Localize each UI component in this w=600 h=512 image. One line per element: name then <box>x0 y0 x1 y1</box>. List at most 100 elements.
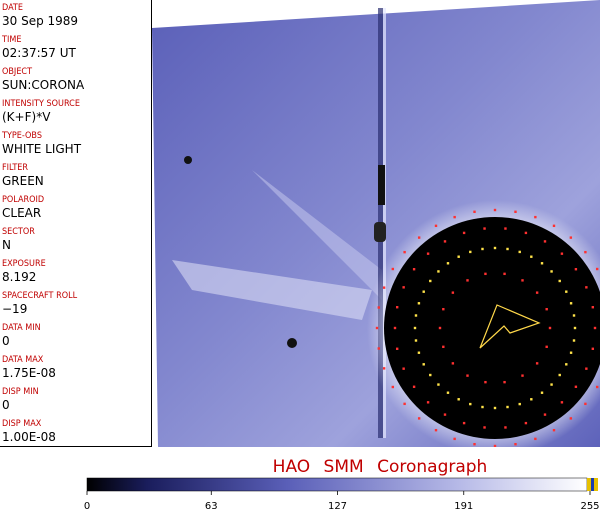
dot <box>402 367 405 370</box>
dot <box>462 231 466 235</box>
dot <box>584 250 587 254</box>
field: SPACECRAFT ROLL −19 <box>2 291 77 316</box>
dot <box>543 413 547 416</box>
dot <box>543 240 547 243</box>
field-value: CLEAR <box>2 206 42 220</box>
dot <box>483 227 486 230</box>
dot <box>403 250 406 254</box>
dot <box>585 286 588 289</box>
dot <box>572 339 576 342</box>
dot <box>552 224 556 228</box>
dot <box>453 215 456 219</box>
field-value: 02:37:57 UT <box>2 46 76 60</box>
field-label: DATA MAX <box>2 355 44 365</box>
dot <box>453 437 456 441</box>
dot <box>437 383 440 386</box>
dot <box>382 286 386 289</box>
dot <box>402 286 405 289</box>
colorbar-cap <box>594 478 598 491</box>
dot <box>573 326 577 330</box>
dot <box>540 262 544 265</box>
pylon-mark <box>378 165 385 205</box>
dot <box>503 272 506 276</box>
dot <box>504 426 507 429</box>
dot <box>412 385 416 388</box>
dot <box>462 421 466 425</box>
dot <box>540 391 544 394</box>
dot <box>535 291 539 294</box>
dot <box>569 302 573 305</box>
field-label: DISP MIN <box>2 387 39 397</box>
field-label: DISP MAX <box>2 419 42 429</box>
dot <box>591 347 595 350</box>
blemish <box>287 338 297 348</box>
dot <box>524 421 528 425</box>
dot <box>548 326 552 330</box>
field-value: −19 <box>2 302 28 316</box>
dot <box>414 339 418 342</box>
pylon-mark <box>374 222 386 242</box>
dot <box>585 367 588 370</box>
field-label: TYPE-OBS <box>2 131 42 141</box>
dot <box>534 215 537 219</box>
field-value: N <box>2 238 11 252</box>
dot <box>550 383 553 386</box>
dot <box>518 250 521 254</box>
dot <box>521 374 524 377</box>
dot <box>558 373 561 377</box>
dot <box>417 417 421 420</box>
dot <box>391 267 395 271</box>
dot <box>524 231 528 235</box>
dot <box>493 444 497 447</box>
dot <box>446 262 450 265</box>
dot <box>514 210 517 213</box>
field-label: POLAROID <box>2 195 45 205</box>
dot <box>469 250 472 254</box>
dot <box>484 272 487 276</box>
field: SECTOR N <box>2 227 35 252</box>
field-value: SUN:CORONA <box>2 78 85 92</box>
dot <box>391 385 395 389</box>
field: FILTER GREEN <box>2 163 44 188</box>
dot <box>481 247 484 251</box>
dot <box>412 268 416 271</box>
dot <box>530 255 533 258</box>
dot <box>426 252 430 255</box>
field-value: (K+F)*V <box>2 110 51 124</box>
dot <box>451 362 455 365</box>
dot <box>443 413 447 416</box>
colorbar-tick-label: 255 <box>580 501 599 512</box>
dot <box>493 406 497 410</box>
colorbar-gradient <box>86 477 588 492</box>
dot <box>395 347 399 350</box>
dot <box>560 401 564 404</box>
field: DATE 30 Sep 1989 <box>2 3 78 28</box>
outline <box>479 304 541 349</box>
dot <box>413 326 417 330</box>
dot <box>569 351 573 354</box>
field-value: 30 Sep 1989 <box>2 14 79 28</box>
grid-dots <box>375 208 599 447</box>
field: OBJECT SUN:CORONA <box>2 67 84 92</box>
dot <box>377 347 380 350</box>
dot <box>558 279 561 283</box>
dot <box>560 252 564 255</box>
dot <box>403 402 406 406</box>
colorbar-tick-label: 0 <box>84 501 90 512</box>
dot <box>574 268 578 271</box>
dot <box>530 398 533 401</box>
dot <box>569 417 573 420</box>
dot <box>469 402 472 406</box>
dot <box>443 240 447 243</box>
dot <box>565 363 568 366</box>
dot <box>429 279 432 283</box>
field-label: FILTER <box>2 163 28 173</box>
field: TIME 02:37:57 UT <box>2 35 76 60</box>
dot <box>442 307 445 311</box>
dot <box>395 306 399 309</box>
image-title: HAO SMM Coronagraph <box>272 457 488 477</box>
field-value: GREEN <box>2 174 44 188</box>
dot <box>466 374 469 377</box>
dot <box>552 428 556 432</box>
dot <box>457 255 460 258</box>
